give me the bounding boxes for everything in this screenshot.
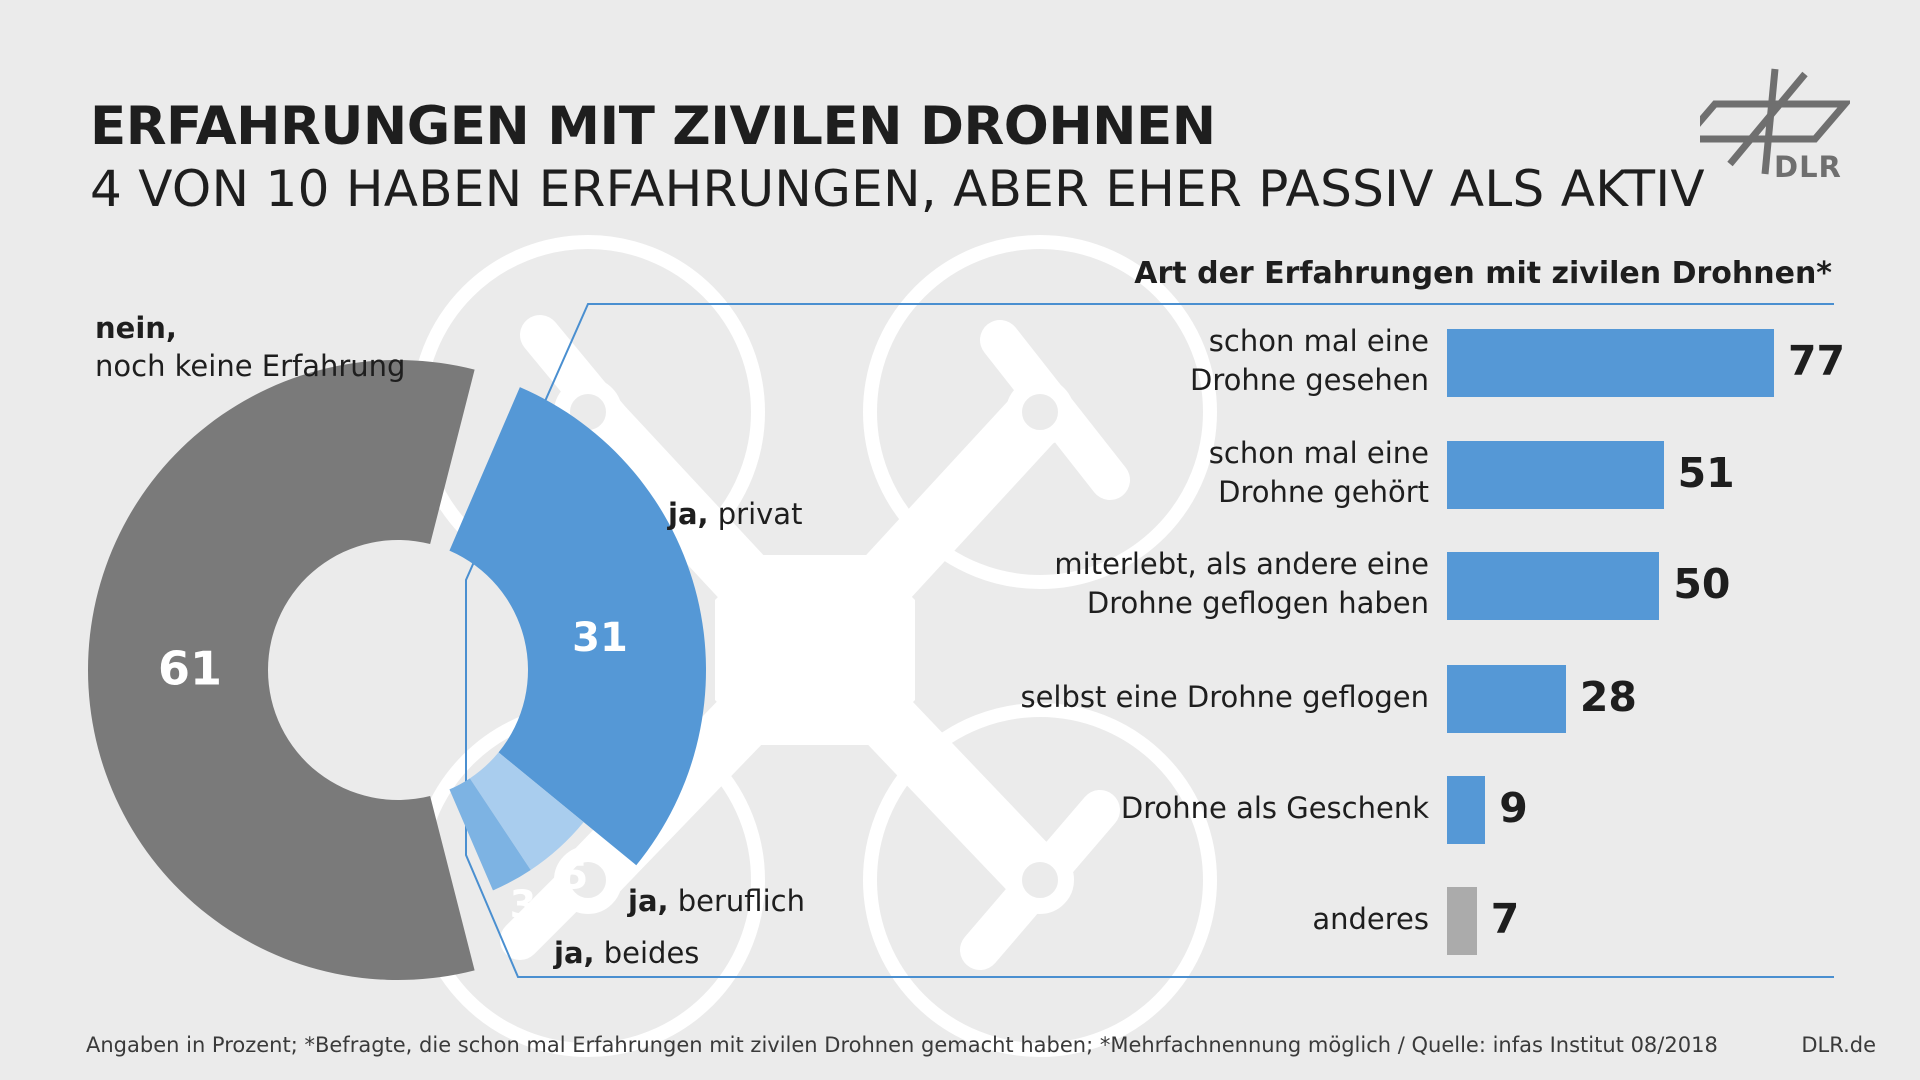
bar-category-line: anderes bbox=[1312, 901, 1429, 936]
donut-label-work-rest: beruflich bbox=[668, 884, 805, 918]
dlr-cross-icon bbox=[1700, 68, 1850, 175]
bar-category-label: selbst eine Drohne geflogen bbox=[989, 678, 1429, 717]
bar-4 bbox=[1447, 776, 1486, 844]
bar-category-line: schon mal eine bbox=[1208, 324, 1429, 358]
donut-slice-no bbox=[87, 359, 475, 981]
bar-category-label: anderes bbox=[989, 900, 1429, 939]
bar-5 bbox=[1447, 887, 1477, 955]
bar-category-label: Drohne als Geschenk bbox=[989, 789, 1429, 828]
donut-label-no-rest: noch keine Erfahrung bbox=[95, 349, 406, 383]
bar-value-label: 50 bbox=[1673, 560, 1731, 608]
donut-label-both-rest: beides bbox=[594, 936, 700, 970]
bar-category-label: miterlebt, als andere eine Drohne gefloge… bbox=[989, 545, 1429, 623]
bar-0 bbox=[1447, 329, 1774, 397]
rotor-ring-bottom-right bbox=[863, 703, 1217, 1057]
drone-body bbox=[715, 555, 915, 745]
donut-label-private-bold: ja, bbox=[668, 497, 709, 531]
donut-label-both-bold: ja, bbox=[554, 936, 595, 970]
donut-label-both: ja, beides bbox=[554, 934, 699, 972]
bar-category-line: selbst eine Drohne geflogen bbox=[1020, 679, 1429, 714]
bar-category-line: Drohne gehört bbox=[1218, 475, 1429, 509]
donut-slice-private bbox=[449, 387, 707, 866]
rotor-hub-br bbox=[1006, 846, 1074, 914]
donut-label-no: nein, noch keine Erfahrung bbox=[95, 309, 405, 385]
donut-label-private: ja, privat bbox=[668, 495, 802, 533]
donut-label-no-bold: nein, bbox=[95, 311, 177, 345]
donut-label-work-bold: ja, bbox=[628, 884, 669, 918]
bar-value-label: 51 bbox=[1677, 449, 1735, 497]
bar-category-line: Drohne als Geschenk bbox=[1120, 790, 1429, 825]
bar-value-label: 9 bbox=[1499, 784, 1528, 832]
bar-category-line: Drohne gesehen bbox=[1190, 363, 1429, 397]
page-subtitle: 4 VON 10 HABEN ERFAHRUNGEN, ABER EHER PA… bbox=[90, 160, 1705, 218]
logo-text: DLR bbox=[1774, 150, 1842, 184]
bar-3 bbox=[1447, 665, 1566, 733]
bar-2 bbox=[1447, 552, 1660, 620]
bar-chart-title: Art der Erfahrungen mit zivilen Drohnen* bbox=[1134, 256, 1832, 291]
bar-value-label: 7 bbox=[1490, 895, 1520, 943]
footer-site: DLR.de bbox=[1801, 1033, 1876, 1057]
bar-value-label: 77 bbox=[1788, 337, 1846, 385]
bar-1 bbox=[1447, 441, 1664, 509]
donut-label-private-rest: privat bbox=[708, 497, 803, 531]
page-title: ERFAHRUNGEN MIT ZIVILEN DROHNEN bbox=[90, 96, 1216, 157]
donut-value-both: 3 bbox=[510, 883, 536, 927]
bar-category-line: schon mal eine bbox=[1208, 436, 1429, 470]
bar-category-line: miterlebt, als andere eine bbox=[1054, 547, 1429, 581]
bar-category-label: schon mal eine Drohne gehört bbox=[989, 434, 1429, 512]
rotor-hub-tr bbox=[1006, 378, 1074, 446]
rotor-hub-bl bbox=[554, 846, 622, 914]
bar-value-label: 28 bbox=[1579, 673, 1637, 721]
donut-value-work: 5 bbox=[562, 854, 588, 898]
footnote: Angaben in Prozent; *Befragte, die schon… bbox=[86, 1033, 1718, 1057]
bar-category-label: schon mal eine Drohne gesehen bbox=[989, 322, 1429, 400]
donut-label-work: ja, beruflich bbox=[628, 882, 805, 920]
donut-slice-both bbox=[449, 778, 531, 891]
rotor-ring-top-right bbox=[863, 235, 1217, 589]
donut-value-no: 61 bbox=[158, 642, 222, 696]
bar-category-line: Drohne geflogen haben bbox=[1086, 586, 1429, 620]
donut-slice-work bbox=[469, 752, 584, 870]
donut-value-private: 31 bbox=[572, 615, 628, 661]
connector-line bbox=[465, 303, 1834, 978]
